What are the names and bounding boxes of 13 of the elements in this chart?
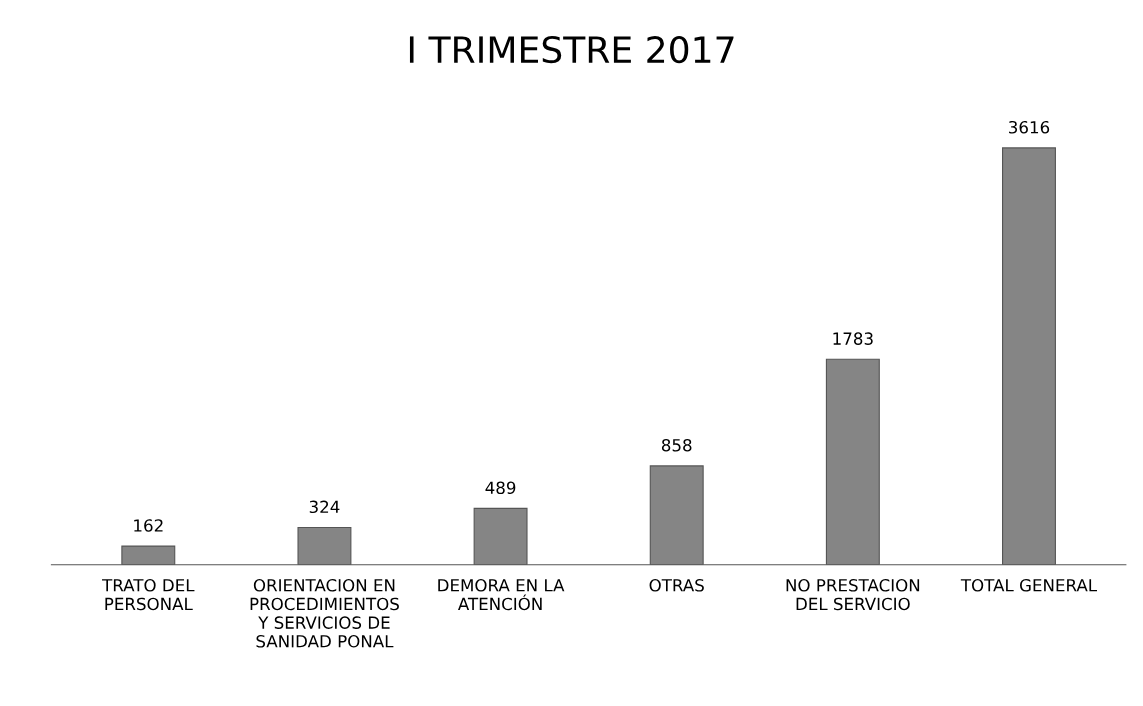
data-label: 3616 (1009, 120, 1050, 134)
data-label: 489 (485, 481, 516, 495)
data-label: 162 (134, 519, 163, 532)
x-tick-label: DEMORA EN LA ATENCIÓN (438, 578, 565, 611)
x-tick-label: TRATO DEL PERSONAL (102, 578, 195, 611)
x-tick-label: TOTAL GENERAL (960, 578, 1097, 592)
x-tick-label: NO PRESTACION DEL SERVICIO (786, 578, 920, 611)
data-label: 858 (661, 438, 692, 452)
x-tick-label: ORIENTACION EN PROCEDIMIENTOS Y SERVICIOS DE SANIDAD PONAL (250, 578, 399, 648)
data-label: 1783 (833, 332, 873, 345)
chart-title: I TRIMESTRE 2017 (409, 35, 734, 64)
data-label: 324 (309, 500, 340, 514)
x-tick-label: OTRAS (649, 578, 704, 592)
